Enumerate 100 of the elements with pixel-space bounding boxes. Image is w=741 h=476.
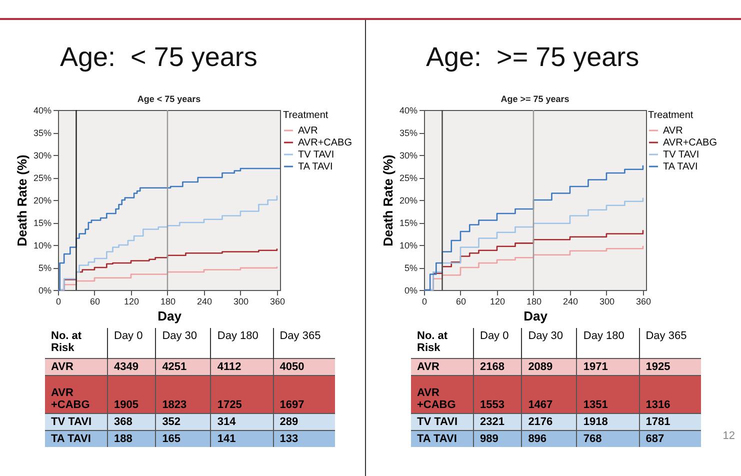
- y-axis-title: Death Rate (%): [14, 154, 30, 246]
- text: 1725: [210, 375, 274, 413]
- legend-label: TA TAVI: [298, 162, 333, 172]
- y-tick-label: 20%: [399, 196, 418, 206]
- text: 687: [639, 430, 701, 446]
- text: 1316: [639, 375, 701, 413]
- y-tick-label: 40%: [399, 106, 418, 116]
- text: Day 30: [522, 328, 577, 358]
- y-tick-label: 35%: [399, 128, 418, 138]
- text: 1971: [576, 358, 640, 375]
- y-tick-label: 35%: [33, 128, 52, 138]
- y-tick-label: 40%: [33, 106, 52, 116]
- text: 314: [210, 413, 274, 430]
- x-tick-label: 360: [636, 296, 651, 306]
- text: 989: [474, 430, 522, 446]
- text: 1351: [576, 375, 640, 413]
- y-tick-label: 15%: [399, 218, 418, 228]
- text: 2089: [522, 358, 577, 375]
- x-tick-label: 360: [270, 296, 285, 306]
- text: 1553: [474, 375, 522, 413]
- text: No. at Risk: [50, 329, 83, 356]
- text: Day 365: [639, 328, 701, 358]
- text: Day 0: [108, 328, 156, 358]
- y-tick-label: 20%: [33, 196, 52, 206]
- x-tick-label: 180: [526, 296, 542, 306]
- text: 1918: [576, 413, 640, 430]
- x-tick-label: 180: [160, 296, 176, 306]
- text: AVR: [45, 358, 108, 375]
- text: 4251: [156, 358, 211, 375]
- text: 141: [210, 430, 274, 446]
- legend-label: TV TAVI: [663, 150, 700, 160]
- x-tick-label: 60: [90, 296, 100, 306]
- text: 4050: [273, 358, 335, 375]
- x-axis-title: Day: [158, 308, 182, 324]
- text: No. at Risk: [416, 329, 449, 356]
- legend-label: AVR+CABG: [663, 138, 718, 148]
- text: 1781: [639, 413, 701, 430]
- text: 368: [108, 413, 156, 430]
- legend-title: Treatment: [648, 110, 694, 121]
- text: TA TAVI: [411, 430, 474, 446]
- text: 133: [273, 430, 335, 446]
- text: 1823: [156, 375, 211, 413]
- y-tick-label: 0%: [404, 286, 418, 296]
- legend-label: AVR: [298, 126, 318, 136]
- x-tick-label: 300: [599, 296, 614, 306]
- y-tick-label: 10%: [33, 240, 52, 250]
- y-axis-title: Death Rate (%): [380, 154, 396, 246]
- text: 289: [273, 413, 335, 430]
- text: 4349: [108, 358, 156, 375]
- text: 1905: [108, 375, 156, 413]
- text: 12: [722, 430, 735, 442]
- x-tick-label: 0: [422, 296, 428, 306]
- text: AVR: [411, 358, 474, 375]
- y-tick-label: 25%: [399, 173, 418, 183]
- text: 2321: [474, 413, 522, 430]
- x-tick-label: 120: [490, 296, 505, 306]
- x-tick-label: 0: [56, 296, 62, 306]
- x-tick-label: 60: [456, 296, 466, 306]
- chart-title: Age: < 75 years: [60, 42, 258, 73]
- text: 352: [156, 413, 211, 430]
- y-tick-label: 0%: [38, 286, 52, 296]
- legend-title: Treatment: [283, 110, 328, 121]
- text: AVR +CABG: [45, 375, 108, 413]
- text: Day 0: [474, 328, 522, 358]
- text: 188: [108, 430, 156, 446]
- text: AVR +CABG: [411, 375, 474, 413]
- text: TV TAVI: [45, 413, 108, 430]
- chart-subtitle: Age >= 75 years: [500, 94, 570, 104]
- chart-subtitle: Age < 75 years: [137, 94, 201, 104]
- y-tick-label: 30%: [33, 150, 52, 160]
- y-tick-label: 5%: [38, 263, 52, 273]
- text: TA TAVI: [45, 430, 108, 446]
- legend-label: TV TAVI: [298, 150, 334, 160]
- text: TV TAVI: [411, 413, 474, 430]
- text: Day 30: [156, 328, 211, 358]
- x-tick-label: 120: [124, 296, 139, 306]
- legend-label: AVR+CABG: [298, 138, 352, 148]
- y-tick-label: 10%: [399, 240, 418, 250]
- chart-title: Age: >= 75 years: [426, 42, 640, 73]
- text: 896: [522, 430, 577, 446]
- text: 2176: [522, 413, 577, 430]
- text: 1925: [639, 358, 701, 375]
- y-tick-label: 25%: [33, 173, 52, 183]
- y-tick-label: 30%: [399, 150, 418, 160]
- text: 1467: [522, 375, 577, 413]
- y-tick-label: 5%: [404, 263, 418, 273]
- x-tick-label: 240: [196, 296, 212, 306]
- text: 1697: [273, 375, 335, 413]
- text: 165: [156, 430, 211, 446]
- text: 4112: [210, 358, 274, 375]
- legend-label: TA TAVI: [663, 162, 698, 172]
- text: 2168: [474, 358, 522, 375]
- text: Day 180: [210, 328, 274, 358]
- x-tick-label: 240: [562, 296, 578, 306]
- text: Day 365: [273, 328, 335, 358]
- x-axis-title: Day: [524, 308, 548, 324]
- legend-label: AVR: [663, 126, 683, 136]
- text: 768: [576, 430, 640, 446]
- x-tick-label: 300: [233, 296, 248, 306]
- text: Day 180: [576, 328, 640, 358]
